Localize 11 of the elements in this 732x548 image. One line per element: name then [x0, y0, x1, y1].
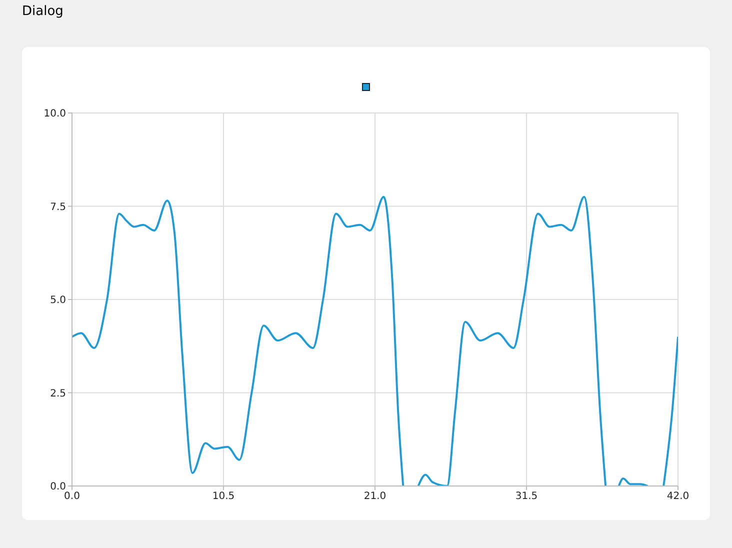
x-tick-label: 0.0 — [64, 491, 80, 502]
y-tick-label: 2.5 — [50, 388, 66, 400]
y-tick-label: 0.0 — [50, 482, 66, 493]
y-tick-label: 10.0 — [44, 108, 66, 120]
x-tick-label: 21.0 — [364, 491, 386, 502]
x-tick-label: 10.5 — [212, 491, 235, 502]
y-tick-label: 7.5 — [50, 202, 66, 213]
x-tick-label: 42.0 — [666, 491, 690, 502]
x-tick-label: 31.5 — [515, 491, 538, 502]
text: Dialog — [22, 4, 64, 19]
y-tick-label: 5.0 — [50, 295, 66, 306]
